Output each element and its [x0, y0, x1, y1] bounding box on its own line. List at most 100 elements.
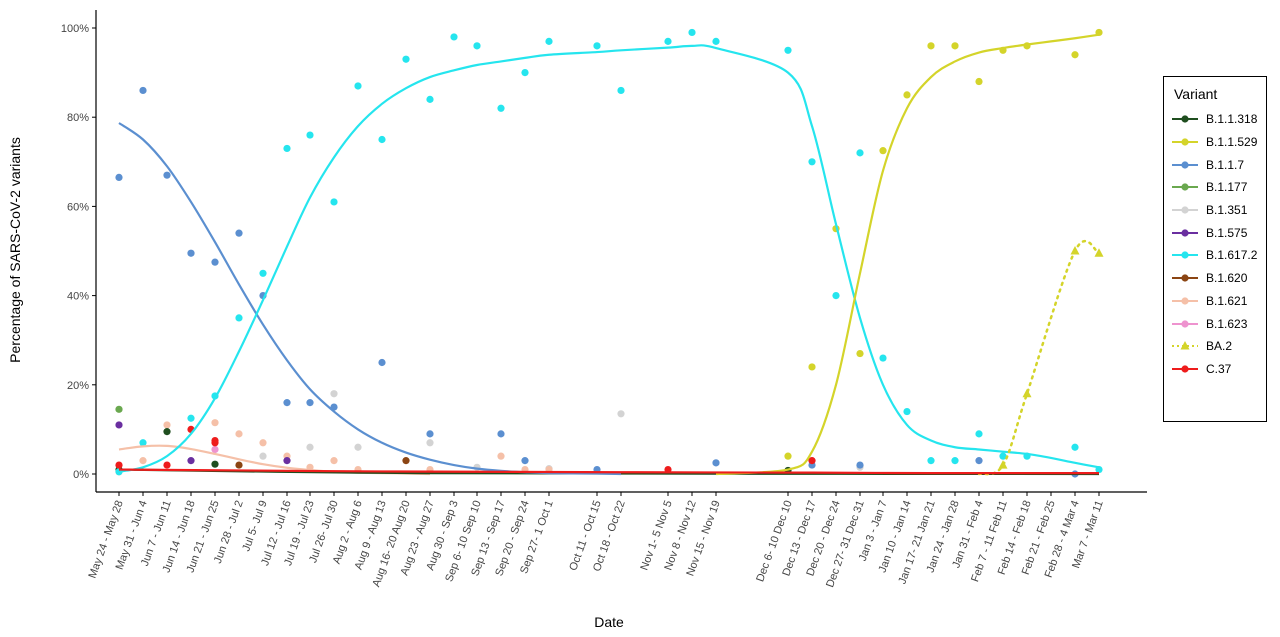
point-b-1-617-2 — [856, 149, 864, 157]
point-b-1-617-2 — [283, 144, 291, 153]
point-b-1-1-7 — [712, 459, 720, 467]
legend-item-b-1-1-529: B.1.1.529 — [1164, 131, 1266, 154]
point-b-1-617-2 — [688, 28, 696, 37]
trend-line-c-37 — [118, 468, 1100, 475]
point-b-1-617-2 — [521, 69, 529, 77]
y-tick-label: 80% — [67, 112, 89, 124]
legend-item-b-1-1-318: B.1.1.318 — [1164, 108, 1266, 131]
point-b-1-1-7 — [187, 249, 195, 257]
point-b-1-1-529 — [903, 91, 911, 99]
point-c-37 — [163, 461, 171, 469]
legend-item-b-1-623: B.1.623 — [1164, 312, 1266, 335]
legend-key — [1170, 317, 1200, 331]
point-b-1-617-2 — [473, 42, 481, 50]
trend-line-b-1-1-7 — [118, 122, 622, 476]
point-b-1-617-2 — [139, 439, 147, 447]
point-b-1-1-7 — [521, 457, 529, 465]
legend-item-b-1-621: B.1.621 — [1164, 290, 1266, 313]
point-b-1-351 — [354, 443, 362, 451]
legend-key — [1170, 112, 1200, 126]
legend-key — [1170, 180, 1200, 194]
point-b-1-621 — [259, 439, 267, 447]
point-b-1-617-2 — [426, 95, 434, 103]
point-b-1-351 — [330, 390, 338, 398]
legend-label: B.1.620 — [1206, 271, 1248, 286]
point-b-1-1-7 — [211, 258, 219, 266]
point-b-1-617-2 — [545, 37, 553, 45]
point-b-1-1-529 — [975, 77, 983, 86]
point-b-1-617-2 — [235, 314, 243, 322]
y-tick-label: 60% — [67, 201, 89, 213]
legend: Variant B.1.1.318 B.1.1.529 B.1.1.7 B.1.177… — [1163, 76, 1267, 422]
point-b-1-351 — [617, 410, 625, 418]
legend-key — [1170, 362, 1200, 376]
point-b-1-1-529 — [808, 363, 816, 371]
point-b-1-617-2 — [259, 269, 267, 277]
legend-title: Variant — [1174, 86, 1218, 102]
point-b-1-617-2 — [330, 198, 338, 206]
point-b-1-177 — [115, 405, 123, 413]
point-b-1-1-318 — [163, 428, 171, 436]
legend-item-b-1-575: B.1.575 — [1164, 221, 1266, 244]
point-b-1-617-2 — [187, 414, 195, 422]
point-b-1-1-7 — [283, 399, 291, 407]
trend-line-b-1-617-2 — [118, 44, 1100, 473]
trend-line-ba-2 — [977, 240, 1101, 476]
legend-key — [1170, 248, 1200, 262]
legend-key — [1170, 339, 1200, 353]
point-b-1-617-2 — [951, 457, 959, 465]
point-b-1-1-7 — [235, 229, 243, 237]
point-b-1-575 — [115, 421, 123, 429]
legend-item-b-1-351: B.1.351 — [1164, 199, 1266, 222]
legend-label: B.1.621 — [1206, 293, 1248, 308]
legend-label: B.1.623 — [1206, 316, 1248, 331]
legend-label: B.1.1.529 — [1206, 135, 1258, 150]
y-tick-label: 100% — [61, 23, 89, 35]
point-b-1-1-529 — [784, 452, 792, 460]
legend-label: B.1.1.7 — [1206, 157, 1245, 172]
point-b-1-351 — [306, 443, 314, 451]
point-b-1-617-2 — [306, 131, 314, 139]
point-b-1-617-2 — [903, 407, 911, 416]
point-b-1-617-2 — [927, 457, 935, 465]
point-b-1-617-2 — [450, 33, 458, 41]
legend-key — [1170, 226, 1200, 240]
point-b-1-617-2 — [808, 158, 816, 166]
point-b-1-620 — [235, 461, 243, 469]
legend-items: B.1.1.318 B.1.1.529 B.1.1.7 B.1.177 B.1.351 B… — [1164, 108, 1266, 380]
point-b-1-1-7 — [426, 430, 434, 438]
legend-key — [1170, 271, 1200, 285]
point-b-1-617-2 — [879, 354, 887, 362]
point-b-1-617-2 — [378, 135, 386, 144]
point-b-1-621 — [330, 457, 338, 465]
legend-label: BA.2 — [1206, 339, 1233, 354]
legend-label: B.1.1.318 — [1206, 112, 1258, 127]
point-c-37 — [211, 439, 219, 447]
legend-label: C.37 — [1206, 361, 1232, 376]
point-b-1-621 — [211, 419, 219, 427]
point-b-1-1-7 — [139, 86, 147, 95]
legend-key — [1170, 294, 1200, 308]
point-c-37 — [115, 461, 123, 469]
y-axis-title: Percentage of SARS-CoV-2 variants — [7, 137, 23, 363]
point-b-1-617-2 — [975, 430, 983, 438]
point-b-1-617-2 — [784, 46, 792, 54]
point-b-1-1-7 — [975, 457, 983, 465]
point-b-1-575 — [283, 457, 291, 465]
x-axis-title: Date — [594, 614, 624, 630]
legend-label: B.1.351 — [1206, 203, 1248, 218]
point-b-1-617-2 — [664, 37, 672, 45]
legend-key — [1170, 203, 1200, 217]
point-b-1-1-529 — [879, 147, 887, 155]
point-b-1-1-7 — [856, 461, 864, 469]
point-b-1-1-7 — [163, 171, 171, 179]
legend-item-b-1-617-2: B.1.617.2 — [1164, 244, 1266, 267]
point-b-1-617-2 — [1071, 443, 1079, 451]
point-b-1-1-7 — [115, 173, 123, 182]
legend-label: B.1.177 — [1206, 180, 1248, 195]
point-ba-2 — [1022, 388, 1032, 398]
legend-item-b-1-177: B.1.177 — [1164, 176, 1266, 199]
point-b-1-617-2 — [712, 37, 720, 45]
